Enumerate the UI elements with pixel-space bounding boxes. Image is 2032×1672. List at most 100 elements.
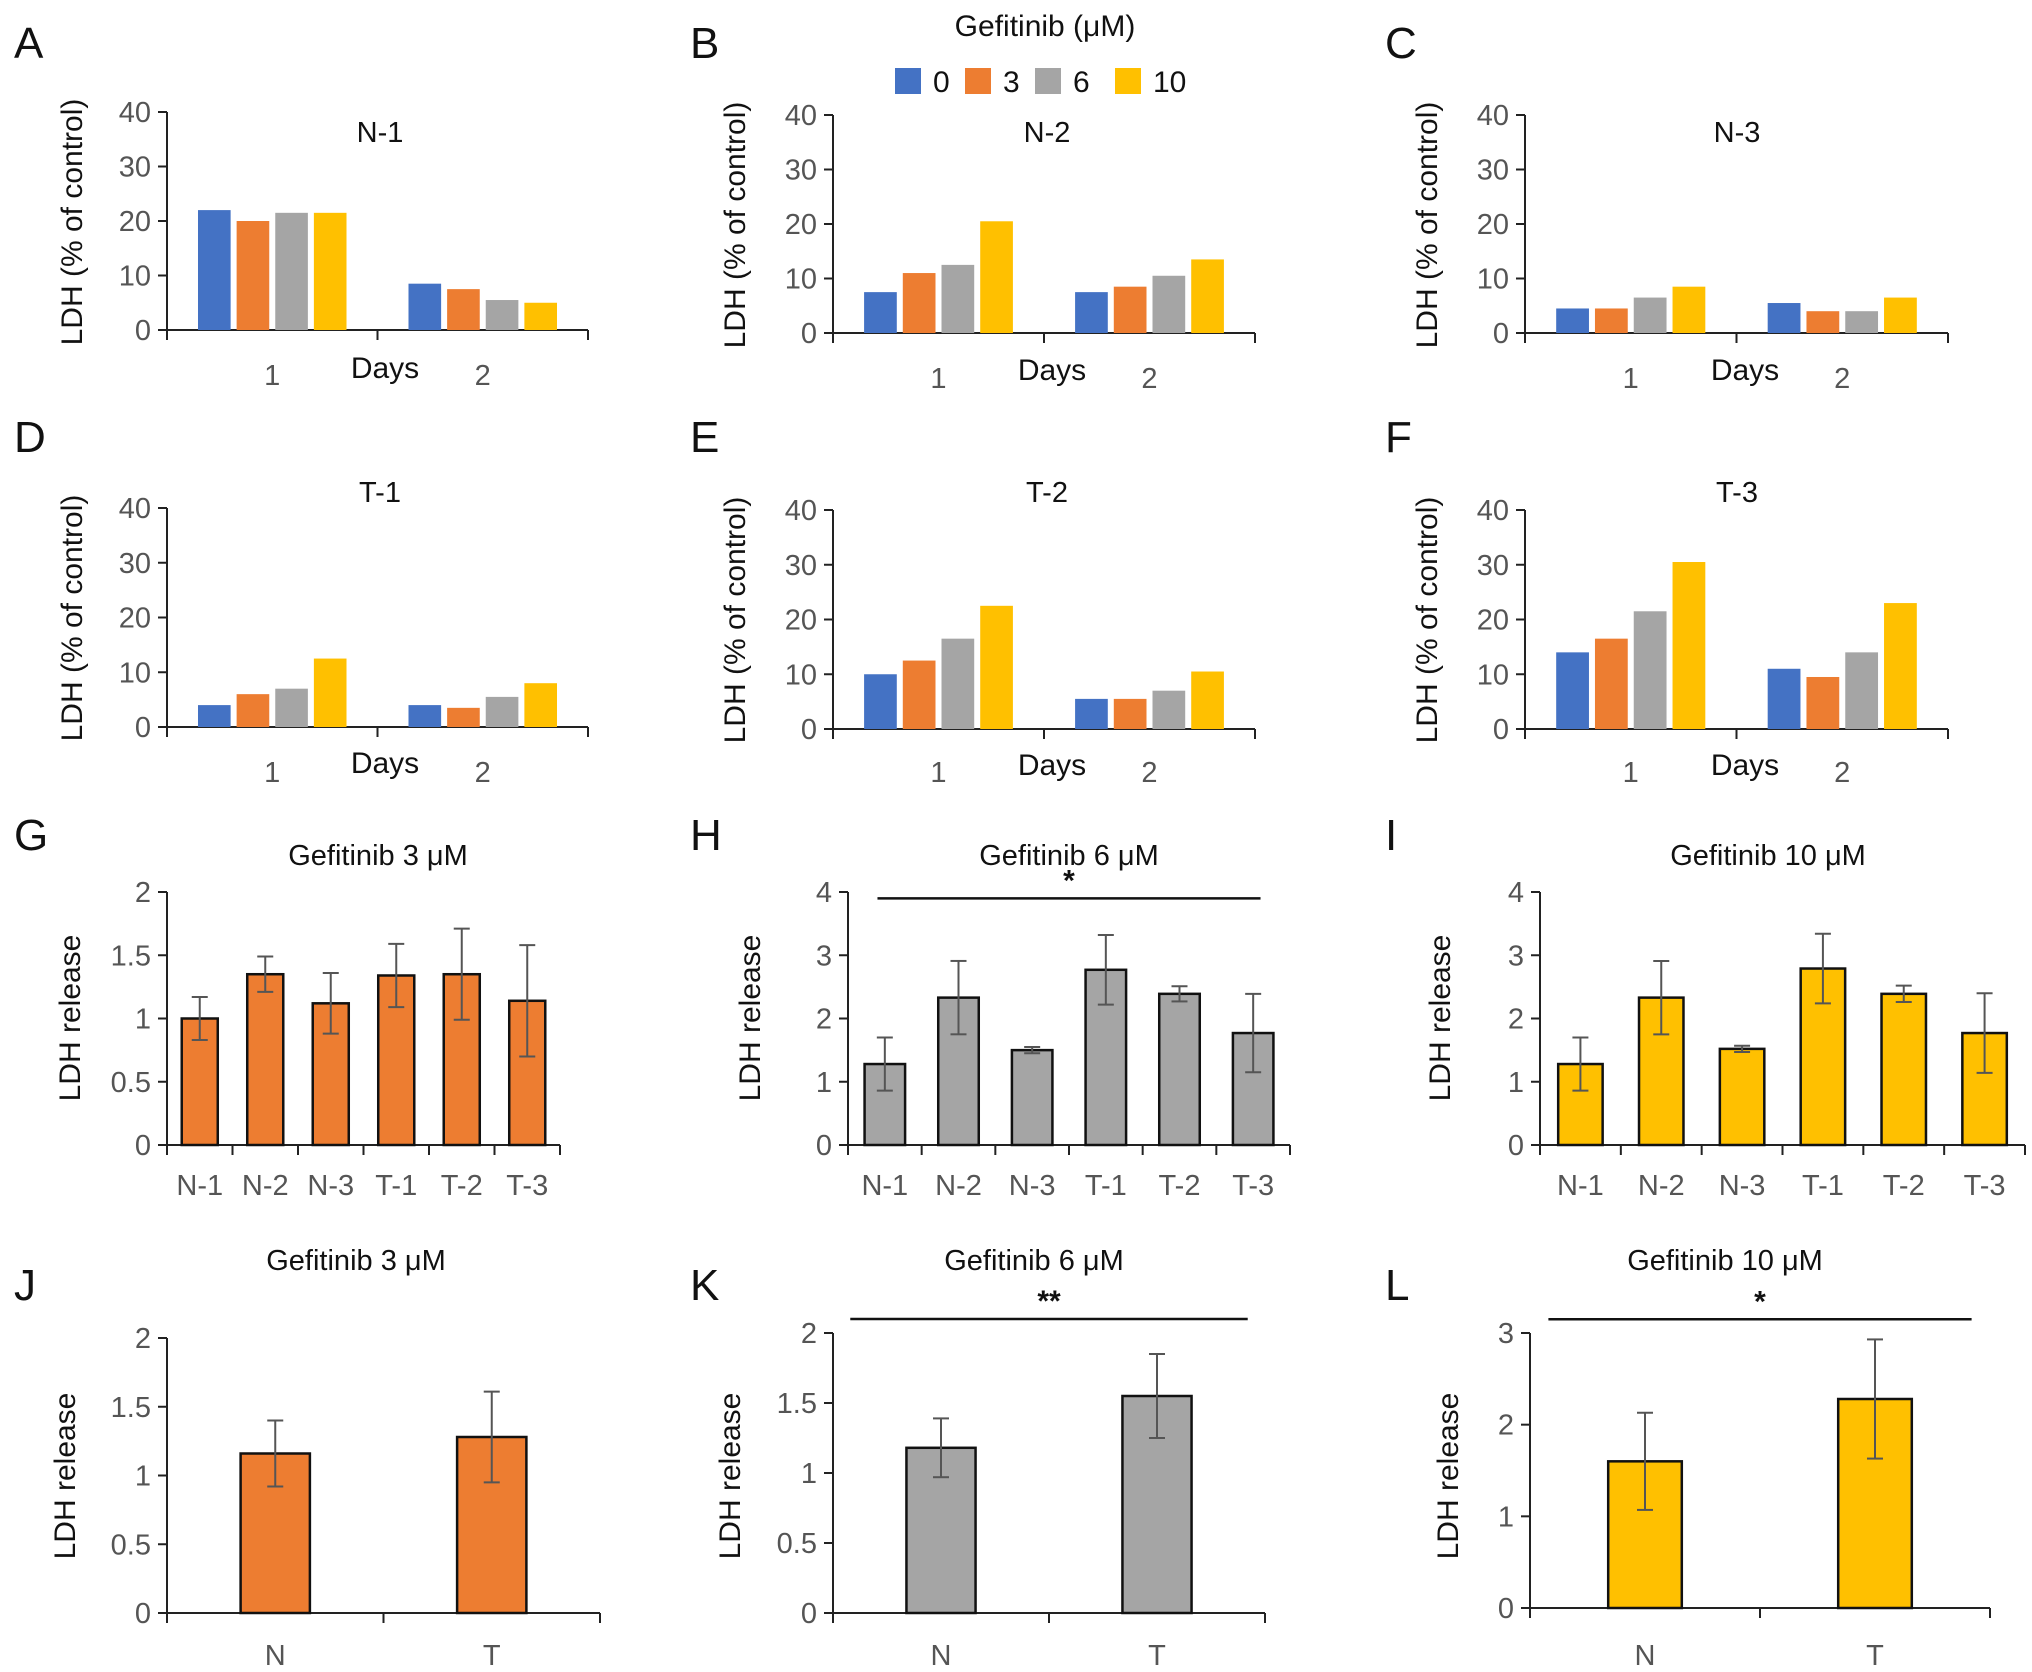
y-axis-label-f: LDH (% of control) [1411,497,1444,744]
y-tick-label-c: 10 [1477,264,1509,296]
bar-h-T-2 [1157,992,1202,1147]
x-category-label-e: 2 [1141,757,1157,789]
panel-title-b: N-2 [1024,117,1071,149]
bar-e-day1-10 [980,605,1013,729]
y-tick-label-i: 3 [1508,940,1524,972]
legend-swatch-6 [1035,68,1061,94]
bar-b-day2-6 [1152,275,1186,333]
bar-b-day1-3 [902,273,936,333]
significance-label-h: * [1063,864,1075,897]
y-axis-label-g: LDH release [54,935,87,1102]
y-tick-label-g: 2 [135,877,151,909]
significance-label-k: ** [1037,1285,1061,1318]
legend-label-0: 0 [933,66,950,99]
y-tick-label-b: 20 [785,209,817,241]
y-tick-label-j: 1.5 [111,1392,151,1424]
bar-d-day2-0 [408,705,442,727]
y-tick-label-b: 10 [785,264,817,296]
panel-letter-h: H [690,811,722,860]
panel-title-g: Gefitinib 3 μM [288,840,468,872]
y-tick-label-c: 30 [1477,155,1509,187]
panel-letter-c: C [1385,19,1417,68]
y-tick-label-j: 1 [135,1461,151,1493]
legend-swatch-10 [1115,68,1141,94]
legend: Gefitinib (μM) 0 3 6 10 [895,10,1186,99]
bar-c-day1-6 [1633,297,1667,333]
y-tick-label-j: 2 [135,1323,151,1355]
panel-letter-a: A [14,19,44,68]
bar-a-day2-10 [524,302,558,330]
x-category-label-g: T-2 [441,1170,483,1202]
y-tick-label-h: 0 [816,1130,832,1162]
bar-c-day2-6 [1845,311,1879,333]
y-tick-label-g: 1.5 [111,940,151,972]
x-category-label-d: 1 [264,757,280,789]
panel-f: F T-3 LDH (% of control) 0 10 20 30 40 1 2 Days [1385,413,1949,789]
x-category-label-i: N-3 [1719,1170,1766,1202]
x-axis-label-a: Days [351,352,419,385]
x-category-label-b: 1 [930,363,946,395]
y-tick-label-g: 0.5 [111,1067,151,1099]
x-category-label-c: 2 [1834,363,1850,395]
significance-label-l: * [1754,1285,1766,1318]
y-tick-label-k: 1 [801,1458,817,1490]
legend-swatch-3 [965,68,991,94]
y-tick-label-a: 0 [135,315,151,347]
panel-title-f: T-3 [1716,477,1758,509]
y-axis-label-h: LDH release [734,935,767,1102]
panel-letter-b: B [690,19,719,68]
y-tick-label-d: 40 [119,493,151,525]
y-tick-label-d: 0 [135,712,151,744]
x-category-label-l: T [1866,1640,1884,1672]
x-category-label-h: T-3 [1232,1170,1274,1202]
bar-f-day1-0 [1556,652,1589,729]
bar-a-day1-6 [275,212,308,330]
y-tick-label-a: 30 [119,152,151,184]
panel-letter-k: K [690,1261,719,1310]
y-tick-label-j: 0.5 [111,1529,151,1561]
bar-c-day2-0 [1767,303,1801,333]
panel-letter-g: G [14,811,48,860]
x-category-label-b: 2 [1141,363,1157,395]
bar-d-day1-3 [236,694,270,727]
panel-title-h: Gefitinib 6 μM [979,840,1159,872]
y-tick-label-k: 0 [801,1598,817,1630]
x-category-label-i: N-1 [1557,1170,1604,1202]
panel-title-j: Gefitinib 3 μM [266,1245,446,1277]
panel-c: C N-3 LDH (% of control) 0 10 20 30 40 1 2 Days [1385,19,1949,395]
panel-title-e: T-2 [1026,477,1068,509]
panel-title-k: Gefitinib 6 μM [944,1245,1124,1277]
panel-e: E T-2 LDH (% of control) 0 10 20 30 40 1 2 Days [690,413,1256,789]
bar-c-day2-3 [1806,311,1840,333]
x-category-label-e: 1 [930,757,946,789]
y-axis-label-k: LDH release [714,1393,747,1560]
panel-title-d: T-1 [359,477,401,509]
panel-letter-e: E [690,413,719,462]
x-category-label-g: N-3 [307,1170,354,1202]
bar-e-day1-3 [902,660,936,729]
y-tick-label-c: 40 [1477,100,1509,132]
bar-f-day1-6 [1633,611,1667,729]
y-tick-label-f: 30 [1477,550,1509,582]
bar-e-day1-0 [864,674,897,729]
panel-letter-j: J [14,1261,36,1310]
x-category-label-g: T-1 [375,1170,417,1202]
bar-e-day2-6 [1152,690,1186,729]
x-category-label-d: 2 [475,757,491,789]
y-axis-label-l: LDH release [1432,1393,1465,1560]
y-axis-label-i: LDH release [1424,935,1457,1102]
y-tick-label-d: 10 [119,657,151,689]
panel-title-a: N-1 [357,117,404,149]
panel-title-l: Gefitinib 10 μM [1627,1245,1823,1277]
bar-a-day1-10 [313,212,347,330]
bar-e-day2-10 [1191,671,1224,729]
y-tick-label-k: 1.5 [777,1388,817,1420]
legend-swatch-0 [895,68,921,94]
y-tick-label-d: 30 [119,548,151,580]
bar-b-day1-10 [980,221,1013,333]
legend-items: 0 3 6 10 [895,66,1186,99]
y-tick-label-d: 20 [119,603,151,635]
x-category-label-h: N-1 [861,1170,908,1202]
bar-c-day2-10 [1884,297,1917,333]
